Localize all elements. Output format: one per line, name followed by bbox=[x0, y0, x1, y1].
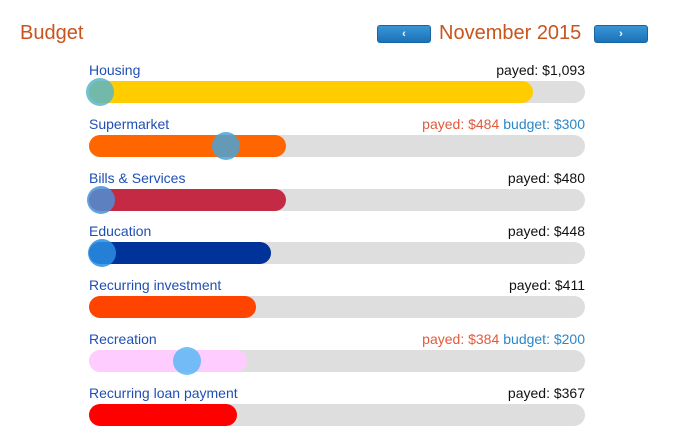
budget-amounts: payed: $484 budget: $300 bbox=[422, 116, 585, 132]
chevron-left-icon: ‹ bbox=[402, 27, 406, 40]
budget-category-label: Supermarket bbox=[89, 115, 170, 132]
budget-row: Recurring investment payed: $411 bbox=[89, 277, 585, 323]
budget-amounts: payed: $448 bbox=[508, 223, 585, 239]
budget-row: Housing payed: $1,093 bbox=[86, 62, 585, 108]
payed-amount: payed: $1,093 bbox=[496, 62, 585, 78]
budget-progress-fill bbox=[89, 403, 238, 426]
budget-row: Education payed: $448 bbox=[88, 223, 585, 269]
budget-row: Recurring loan payment payed: $367 bbox=[89, 385, 585, 431]
budget-amounts: payed: $411 bbox=[509, 277, 585, 293]
budget-progress-track bbox=[88, 239, 585, 268]
chevron-right-icon: › bbox=[619, 27, 623, 40]
page-title: Budget bbox=[20, 22, 84, 44]
month-title: November 2015 bbox=[439, 22, 582, 44]
budget-progress-fill bbox=[89, 350, 247, 372]
budget-progress-fill bbox=[89, 188, 286, 211]
budget-amounts: payed: $367 bbox=[508, 385, 585, 401]
payed-amount: payed: $384 bbox=[422, 331, 500, 347]
payed-amount: payed: $480 bbox=[507, 169, 585, 186]
payed-amount: payed: $448 bbox=[507, 223, 585, 240]
budget-category-label: Bills & Services bbox=[89, 169, 186, 186]
budget-category-label: Recreation bbox=[89, 331, 157, 347]
budget-slider-handle[interactable] bbox=[211, 131, 240, 160]
budget-progress-track bbox=[89, 296, 585, 319]
budget-category-label: Education bbox=[89, 223, 152, 240]
budget-progress-track bbox=[86, 78, 585, 106]
budget-slider-handle[interactable] bbox=[88, 239, 117, 268]
prev-month-button[interactable]: ‹ bbox=[377, 25, 431, 43]
budget-progress-fill bbox=[89, 242, 272, 265]
budget-amounts: payed: $384 budget: $200 bbox=[422, 331, 585, 347]
budget-progress-fill bbox=[89, 81, 534, 103]
next-month-button[interactable]: › bbox=[594, 25, 648, 43]
budget-progress-fill bbox=[89, 134, 286, 157]
budget-row: Supermarket payed: $484 budget: $300 bbox=[89, 116, 585, 162]
budget-category-label: Housing bbox=[89, 62, 141, 78]
budget-category-label: Recurring loan payment bbox=[89, 384, 238, 401]
budget-progress-track bbox=[87, 185, 585, 214]
budget-category-label: Recurring investment bbox=[89, 277, 222, 294]
budget-progress-track bbox=[89, 131, 585, 160]
budget-amounts: payed: $1,093 bbox=[496, 62, 585, 78]
payed-amount: payed: $411 bbox=[508, 277, 585, 294]
budget-progress-track bbox=[89, 403, 585, 426]
budget-amount: budget: $300 bbox=[503, 115, 585, 132]
budget-amount: budget: $200 bbox=[503, 331, 585, 347]
payed-amount: payed: $367 bbox=[507, 384, 585, 401]
budget-row: Bills & Services payed: $480 bbox=[87, 169, 585, 216]
budget-slider-handle[interactable] bbox=[86, 78, 115, 106]
budget-amounts: payed: $480 bbox=[508, 170, 585, 186]
budget-progress-fill bbox=[89, 296, 257, 319]
budget-slider-handle[interactable] bbox=[87, 185, 116, 214]
budget-slider-handle[interactable] bbox=[173, 347, 202, 375]
budget-row: Recreation payed: $384 budget: $200 bbox=[89, 331, 585, 377]
payed-amount: payed: $484 bbox=[422, 115, 500, 132]
budget-progress-track bbox=[89, 347, 585, 375]
